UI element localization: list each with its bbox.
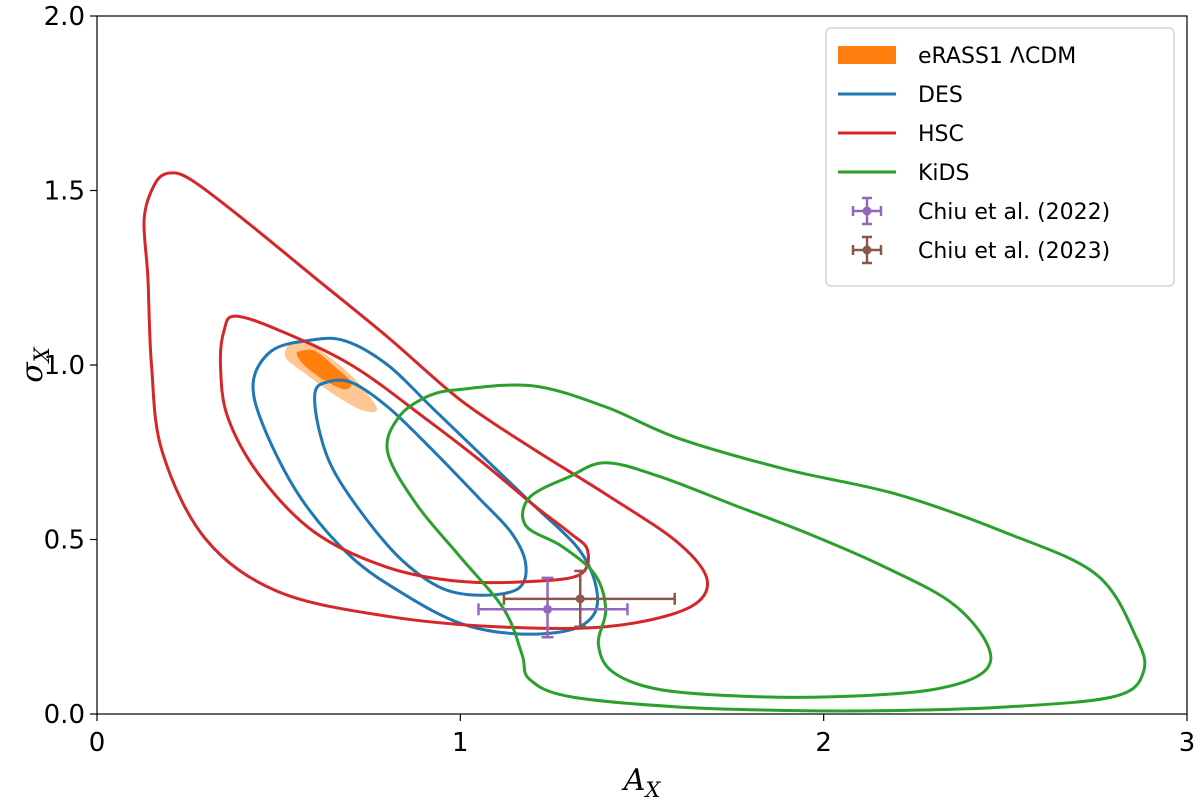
legend-item-chiu-et-al-2023: Chiu et al. (2023) <box>851 235 1110 265</box>
contour-hsc-inner <box>218 314 590 585</box>
y-tick-label: 0.0 <box>44 700 85 730</box>
legend-label-erass1-cdm: eRASS1 ΛCDM <box>918 44 1076 69</box>
legend-item-hsc: HSC <box>838 122 964 147</box>
y-axis-label-subscript: X <box>30 346 54 364</box>
y-tick-label: 1.5 <box>44 177 85 207</box>
legend-item-erass1-cdm: eRASS1 ΛCDM <box>838 44 1076 69</box>
x-tick-label: 0 <box>89 728 106 758</box>
x-axis-label-subscript: X <box>643 778 661 802</box>
x-tick-label: 2 <box>815 728 832 758</box>
legend-label-kids: KiDS <box>918 161 969 186</box>
ticks-layer: 0 1 2 3 0.0 0.5 1.0 1.5 2.0 <box>44 2 1196 758</box>
series-chiu-et-al-2022 <box>477 576 629 639</box>
legend-item-kids: KiDS <box>838 161 969 186</box>
series-kids <box>385 383 1147 713</box>
legend-label-chiu-et-al-2022: Chiu et al. (2022) <box>918 200 1110 225</box>
legend-label-chiu-et-al-2023: Chiu et al. (2023) <box>918 239 1110 264</box>
legend-item-chiu-et-al-2022: Chiu et al. (2022) <box>851 196 1110 226</box>
legend-label-hsc: HSC <box>918 122 964 147</box>
legend-label-des: DES <box>918 83 963 108</box>
x-tick-label: 1 <box>452 728 469 758</box>
series-chiu-et-al-2023 <box>502 569 676 628</box>
data-point-chiu-et-al-2022 <box>543 604 553 614</box>
y-tick-label: 2.0 <box>44 2 85 32</box>
data-point-chiu-et-al-2023 <box>575 594 585 604</box>
contour-des-outer <box>251 336 599 636</box>
legend-box <box>825 27 1175 287</box>
series-hsc <box>142 171 710 631</box>
contour-kids-outer <box>385 383 1147 713</box>
legend-marker-chiu-et-al-2022 <box>862 206 872 216</box>
legend-swatch-erass1-cdm <box>838 46 896 64</box>
x-tick-label: 3 <box>1179 728 1196 758</box>
contour-kids-inner <box>521 461 993 699</box>
contour-hsc-outer <box>142 171 710 631</box>
legend-marker-chiu-et-al-2023 <box>862 245 872 255</box>
legend: eRASS1 ΛCDM DES HSC KiDS Chiu et al. (2022) C… <box>825 27 1175 287</box>
series-layer <box>142 171 1147 713</box>
y-tick-label: 1.0 <box>44 351 85 381</box>
y-tick-label: 0.5 <box>44 526 85 556</box>
legend-item-des: DES <box>838 83 963 108</box>
